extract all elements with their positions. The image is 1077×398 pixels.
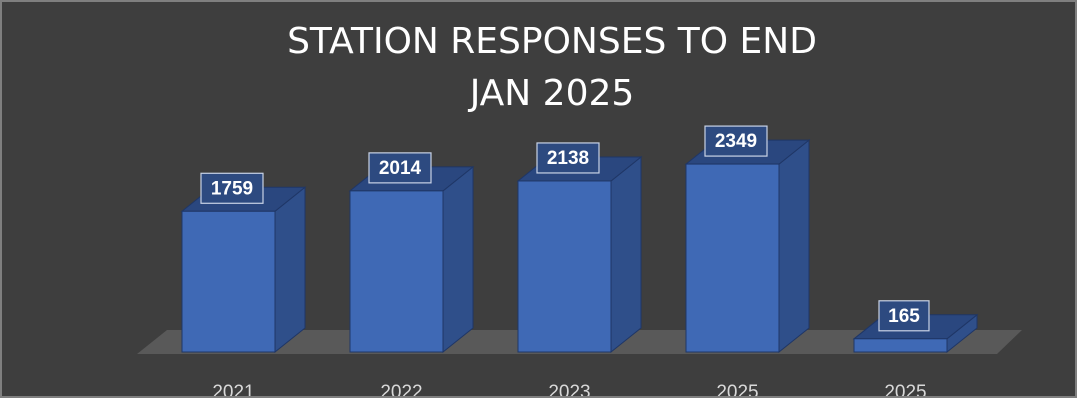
bar-side-0 — [274, 186, 306, 354]
bar-side-3 — [778, 139, 810, 354]
data-label-0: 1759 — [211, 178, 253, 199]
data-label-box-0 — [200, 172, 264, 204]
chart-title-line-2: JAN 2025 — [469, 73, 635, 114]
data-label-2: 2138 — [547, 148, 589, 169]
data-label-3: 2349 — [715, 131, 757, 152]
data-label-box-2 — [536, 142, 600, 174]
bar-4 — [853, 338, 948, 353]
data-label-1: 2014 — [379, 158, 422, 179]
bar-2 — [517, 180, 612, 353]
bar-3 — [685, 163, 780, 353]
category-label-0: 2021 — [212, 382, 254, 396]
data-label-box-3 — [704, 125, 768, 157]
chart-title: STATION RESPONSES TO END JAN 2025 — [2, 16, 1075, 120]
bar-1 — [349, 190, 444, 353]
data-label-4: 165 — [888, 306, 920, 327]
category-label-3: 2025 — [716, 382, 758, 396]
category-label-2: 2023 — [548, 382, 590, 396]
category-label-4: 2025 — [884, 382, 926, 396]
bar-0 — [181, 210, 276, 353]
chart-title-line-1: STATION RESPONSES TO END — [287, 21, 817, 62]
bar-side-1 — [442, 165, 474, 354]
data-label-box-1 — [368, 152, 432, 184]
bar-side-2 — [610, 155, 642, 354]
category-label-1: 2022 — [380, 382, 422, 396]
data-label-box-4 — [878, 300, 930, 332]
